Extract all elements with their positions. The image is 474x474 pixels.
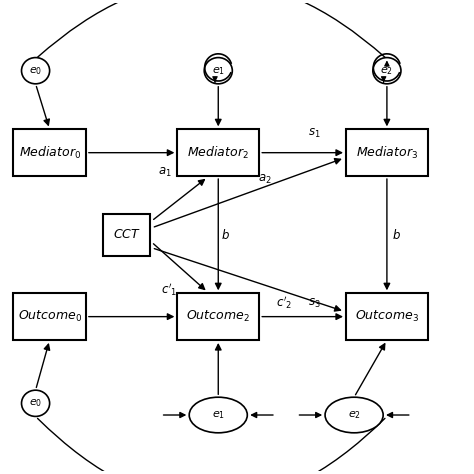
Text: $e_1$: $e_1$ bbox=[212, 409, 225, 421]
Ellipse shape bbox=[204, 57, 232, 84]
Text: $e_2$: $e_2$ bbox=[381, 65, 393, 77]
Text: $e_0$: $e_0$ bbox=[29, 65, 42, 77]
Text: $a_2$: $a_2$ bbox=[258, 173, 272, 186]
FancyBboxPatch shape bbox=[346, 129, 428, 176]
FancyBboxPatch shape bbox=[177, 293, 259, 340]
Text: $b$: $b$ bbox=[392, 228, 401, 242]
FancyArrowPatch shape bbox=[37, 0, 385, 57]
Text: $\mathit{CCT}$: $\mathit{CCT}$ bbox=[113, 228, 141, 241]
Text: $\mathit{Outcome}_3$: $\mathit{Outcome}_3$ bbox=[355, 309, 419, 324]
Text: $\mathit{Outcome}_2$: $\mathit{Outcome}_2$ bbox=[186, 309, 250, 324]
FancyBboxPatch shape bbox=[103, 214, 150, 256]
Text: $a_1$: $a_1$ bbox=[157, 166, 171, 179]
Text: $c'_1$: $c'_1$ bbox=[161, 281, 177, 298]
Text: $\mathit{Mediator}_0$: $\mathit{Mediator}_0$ bbox=[18, 145, 81, 161]
Text: $\mathit{Outcome}_0$: $\mathit{Outcome}_0$ bbox=[18, 309, 82, 324]
Text: $e_2$: $e_2$ bbox=[347, 409, 361, 421]
Text: $\mathit{Mediator}_2$: $\mathit{Mediator}_2$ bbox=[187, 145, 249, 161]
Text: $b$: $b$ bbox=[221, 228, 230, 242]
Ellipse shape bbox=[21, 57, 50, 84]
Text: $e_1$: $e_1$ bbox=[212, 65, 225, 77]
Text: $s_1$: $s_1$ bbox=[308, 128, 320, 140]
Text: $c'_2$: $c'_2$ bbox=[276, 294, 292, 311]
Ellipse shape bbox=[189, 397, 247, 433]
FancyBboxPatch shape bbox=[13, 293, 86, 340]
Text: $s_3$: $s_3$ bbox=[308, 297, 320, 310]
FancyBboxPatch shape bbox=[346, 293, 428, 340]
FancyBboxPatch shape bbox=[177, 129, 259, 176]
Ellipse shape bbox=[325, 397, 383, 433]
FancyBboxPatch shape bbox=[13, 129, 86, 176]
Ellipse shape bbox=[373, 57, 401, 84]
Text: $\mathit{Mediator}_3$: $\mathit{Mediator}_3$ bbox=[356, 145, 418, 161]
FancyArrowPatch shape bbox=[37, 419, 385, 474]
Ellipse shape bbox=[21, 390, 50, 417]
Text: $e_0$: $e_0$ bbox=[29, 397, 42, 409]
